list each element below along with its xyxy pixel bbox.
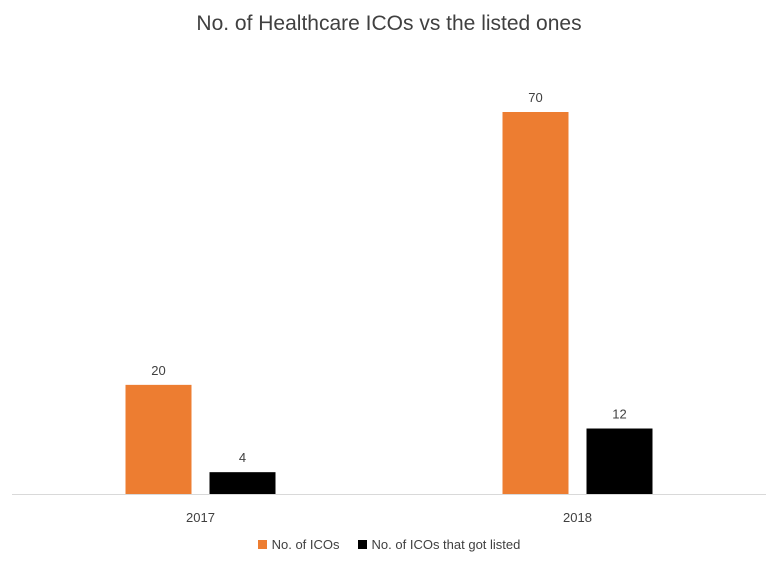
data-label-2018-series-0: 70 (528, 90, 542, 105)
legend-swatch-0 (257, 540, 267, 549)
legend-item-0: No. of ICOs (257, 537, 340, 552)
bar-2018-series-0 (502, 112, 569, 494)
legend: No. of ICOs No. of ICOs that got listed (0, 537, 778, 552)
data-label-2017-series-1: 4 (239, 450, 246, 465)
data-label-2018-series-1: 12 (612, 407, 626, 422)
chart-title: No. of Healthcare ICOs vs the listed one… (196, 12, 582, 35)
legend-label-0: No. of ICOs (271, 537, 340, 552)
x-tick-label-2018: 2018 (563, 510, 592, 525)
legend-item-1: No. of ICOs that got listed (357, 537, 521, 552)
legend-swatch-1 (357, 540, 367, 549)
plot-area: 20 4 2017 70 12 2018 (12, 90, 766, 525)
x-tick-label-2017: 2017 (186, 510, 215, 525)
bar-2017-series-1 (209, 472, 276, 494)
legend-label-1: No. of ICOs that got listed (371, 537, 521, 552)
bar-2017-series-0 (125, 384, 192, 494)
bar-2018-series-1 (586, 428, 653, 494)
data-label-2017-series-0: 20 (151, 363, 165, 378)
